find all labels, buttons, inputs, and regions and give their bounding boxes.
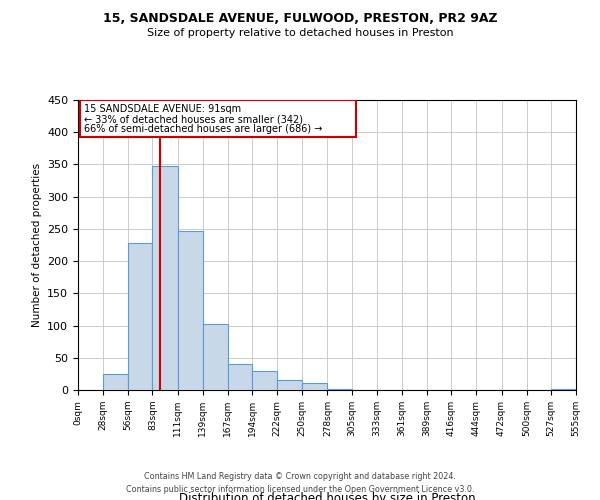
Text: Size of property relative to detached houses in Preston: Size of property relative to detached ho… [146,28,454,38]
Bar [228,364,252,390]
Bar [128,243,152,390]
X-axis label: Distribution of detached houses by size in Preston: Distribution of detached houses by size … [179,492,475,500]
Bar [277,380,302,390]
Bar [302,383,328,390]
Bar [152,166,178,390]
Bar [203,324,228,390]
Bar [178,232,203,390]
Y-axis label: Number of detached properties: Number of detached properties [32,163,41,327]
Text: 15, SANDSDALE AVENUE, FULWOOD, PRESTON, PR2 9AZ: 15, SANDSDALE AVENUE, FULWOOD, PRESTON, … [103,12,497,26]
Text: Contains HM Land Registry data © Crown copyright and database right 2024.
Contai: Contains HM Land Registry data © Crown c… [126,472,474,494]
Bar [252,370,277,390]
Text: ← 33% of detached houses are smaller (342): ← 33% of detached houses are smaller (34… [84,114,303,124]
Bar [328,388,352,390]
Text: 15 SANDSDALE AVENUE: 91sqm: 15 SANDSDALE AVENUE: 91sqm [84,104,241,114]
Text: 66% of semi-detached houses are larger (686) →: 66% of semi-detached houses are larger (… [84,124,323,134]
FancyBboxPatch shape [80,100,356,138]
Bar [103,374,128,390]
